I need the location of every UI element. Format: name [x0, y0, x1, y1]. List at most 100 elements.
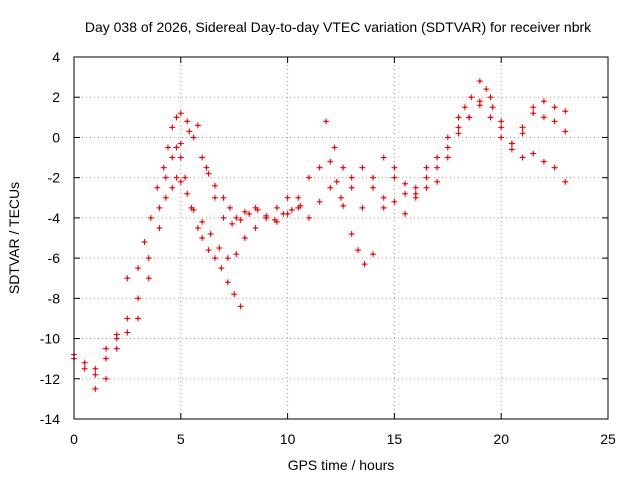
data-point — [171, 186, 174, 189]
data-point — [446, 146, 449, 149]
series-track-a — [71, 144, 244, 378]
y-tick-label: 2 — [52, 89, 60, 105]
data-point — [126, 331, 129, 334]
data-point — [532, 106, 535, 109]
data-point — [333, 146, 336, 149]
data-point — [136, 266, 140, 270]
data-point — [341, 166, 345, 169]
data-point — [247, 212, 251, 216]
data-point — [275, 206, 279, 210]
data-point — [273, 218, 276, 222]
x-tick-label: 25 — [600, 431, 616, 447]
data-point — [489, 116, 492, 119]
data-point — [489, 96, 492, 99]
data-point — [94, 373, 97, 376]
y-tick-label: -4 — [48, 210, 61, 226]
data-point — [218, 246, 221, 250]
data-point — [521, 156, 524, 159]
data-point — [275, 220, 279, 224]
data-point — [478, 104, 482, 107]
data-point — [207, 172, 210, 175]
data-point — [239, 218, 242, 222]
data-point — [196, 226, 200, 230]
data-point — [235, 216, 238, 220]
data-point — [254, 226, 257, 230]
data-point — [192, 136, 195, 139]
data-point — [186, 192, 189, 195]
data-point — [149, 216, 153, 220]
data-point — [162, 166, 165, 169]
series-track-g — [323, 94, 569, 211]
data-point — [147, 277, 150, 280]
plot-frame — [73, 56, 609, 420]
x-tick-label: 15 — [387, 431, 403, 447]
data-point — [222, 196, 225, 199]
data-point — [179, 142, 182, 145]
data-point — [196, 124, 200, 127]
data-point — [143, 240, 146, 244]
data-point — [104, 347, 108, 350]
data-point — [532, 112, 535, 115]
data-point — [115, 337, 118, 340]
x-axis-label: GPS time / hours — [288, 457, 395, 473]
data-point — [542, 100, 546, 103]
data-point — [286, 196, 289, 199]
axis-ticks: 0 5 10 15 20 25 -14 -12 -10 -8 -6 -4 -2 0 2 4 — [40, 49, 616, 447]
data-point — [510, 142, 514, 145]
data-point — [457, 132, 460, 135]
data-point — [341, 204, 345, 208]
data-points — [71, 78, 569, 392]
data-point — [500, 126, 503, 129]
data-point — [254, 206, 257, 210]
y-tick-label: -8 — [48, 290, 61, 306]
y-tick-label: -14 — [40, 411, 60, 427]
data-markers — [71, 144, 244, 378]
data-point — [179, 156, 182, 159]
data-point — [115, 333, 118, 336]
x-tick-label: 5 — [177, 431, 185, 447]
data-point — [207, 248, 210, 252]
y-tick-label: 0 — [52, 129, 60, 145]
data-point — [186, 120, 189, 123]
data-point — [542, 160, 546, 163]
data-point — [485, 87, 488, 91]
data-point — [356, 248, 360, 252]
data-point — [446, 136, 449, 139]
data-point — [126, 317, 129, 320]
data-point — [521, 126, 524, 129]
data-point — [290, 208, 294, 212]
data-point — [83, 361, 86, 364]
data-point — [435, 166, 439, 169]
data-point — [175, 116, 178, 119]
data-point — [335, 180, 338, 183]
data-point — [382, 206, 385, 210]
data-point — [382, 196, 385, 199]
data-point — [136, 317, 140, 320]
data-markers — [92, 110, 302, 392]
y-tick-label: -6 — [48, 250, 61, 266]
data-point — [553, 106, 556, 109]
data-point — [425, 176, 428, 179]
series-track-c — [92, 110, 302, 392]
data-point — [382, 156, 385, 159]
data-point — [179, 112, 182, 115]
data-point — [226, 281, 229, 284]
data-point — [256, 208, 259, 212]
y-tick-label: -2 — [48, 170, 61, 186]
data-point — [393, 166, 396, 169]
data-point — [230, 222, 234, 226]
data-point — [192, 208, 195, 212]
data-point — [318, 200, 321, 203]
data-point — [307, 176, 311, 179]
data-point — [243, 210, 247, 214]
data-point — [299, 204, 302, 208]
data-point — [425, 166, 428, 169]
data-point — [553, 166, 556, 169]
y-axis-label: SDTVAR / TECUs — [6, 182, 22, 294]
data-point — [200, 220, 204, 224]
data-point — [188, 130, 191, 133]
data-point — [324, 120, 328, 123]
data-point — [350, 232, 353, 236]
y-tick-label: 4 — [52, 49, 60, 65]
data-point — [307, 216, 311, 220]
